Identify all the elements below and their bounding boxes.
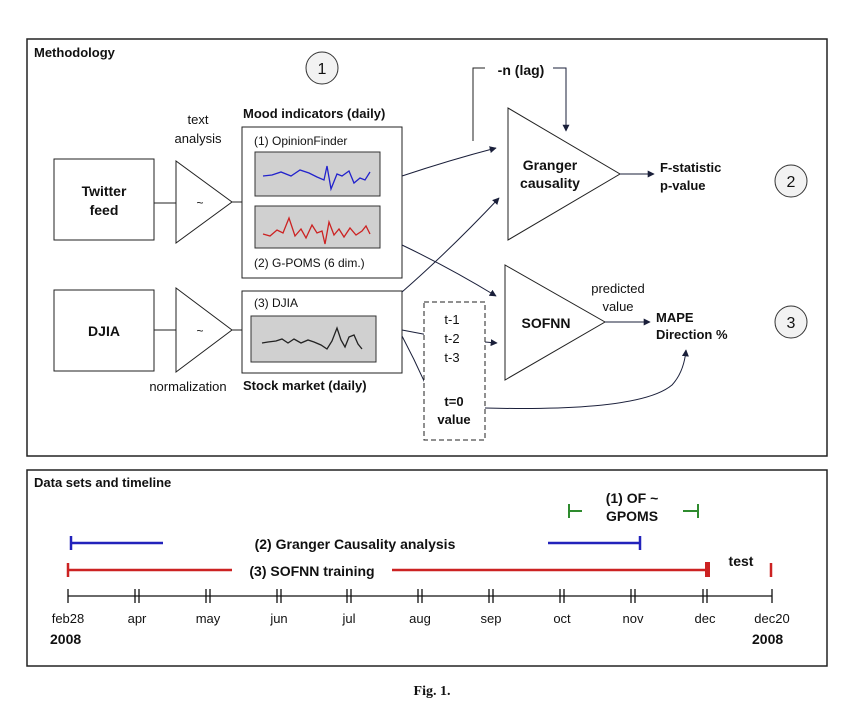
lag-t2: t-2 [444, 331, 459, 346]
year-start: 2008 [50, 631, 81, 647]
djia-plot [250, 315, 377, 363]
month-label-apr: apr [128, 611, 147, 626]
normalization-tilde: ~ [196, 324, 203, 338]
month-label-dec: dec [695, 611, 716, 626]
step-2-circle [774, 164, 808, 198]
step-2-label: 2 [787, 174, 796, 191]
timeline-ticks: feb28 apr may jun jul aug sep oct nov dec dec20 [52, 589, 790, 626]
t0-to-mape-arrow [484, 349, 689, 410]
granger-triangle [507, 107, 621, 241]
text-label: text [188, 112, 209, 127]
twitter-feed-box [53, 158, 155, 241]
analysis-label: analysis [175, 131, 222, 146]
step-3-circle [774, 305, 808, 339]
sofnn-timeline-label: (3) SOFNN training [249, 563, 374, 579]
gpoms-plot [254, 205, 381, 249]
djia-small-label: (3) DJIA [254, 296, 298, 310]
gpoms-line [262, 216, 371, 245]
granger-label: Granger [523, 157, 578, 173]
of-gpoms-label-2: GPOMS [606, 508, 658, 524]
sofnn-label: SOFNN [522, 315, 571, 331]
month-label-may: may [196, 611, 221, 626]
month-label-jun: jun [269, 611, 287, 626]
normalization-label: normalization [149, 379, 226, 394]
month-label-jul: jul [341, 611, 355, 626]
feed-label: feed [90, 202, 119, 218]
methodology-panel: Methodology 1 2 3 Twitter feed DJIA text… [26, 38, 828, 457]
t0-label: t=0 [444, 394, 463, 409]
month-label-sep: sep [481, 611, 502, 626]
predicted-label: predicted [591, 281, 644, 296]
test-label: test [729, 553, 754, 569]
lag-t3: t-3 [444, 350, 459, 365]
mape-label: MAPE [656, 310, 694, 325]
t0-value-label: value [437, 412, 470, 427]
pvalue-label: p-value [660, 178, 706, 193]
month-label-oct: oct [553, 611, 571, 626]
djia-box [53, 289, 155, 372]
normalization-triangle [175, 287, 233, 373]
djia-to-granger-arrow [401, 197, 500, 293]
sofnn-triangle [504, 264, 607, 381]
lag-label: -n (lag) [498, 62, 545, 78]
djia-label: DJIA [88, 323, 120, 339]
value-label: value [602, 299, 633, 314]
month-label-feb28: feb28 [52, 611, 85, 626]
month-label-dec20: dec20 [754, 611, 789, 626]
methodology-title: Methodology [34, 45, 116, 60]
text-analysis-triangle [175, 160, 233, 244]
step-1-label: 1 [318, 61, 327, 78]
timeline-panel: Data sets and timeline (1) OF ~ GPOMS (2… [26, 469, 828, 667]
mood-to-sofnn-arrow [401, 244, 497, 297]
month-label-nov: nov [623, 611, 644, 626]
sofnn-cap-right [705, 562, 710, 577]
timeline-frame [26, 469, 828, 667]
lag-t1: t-1 [444, 312, 459, 327]
opinionfinder-line [262, 165, 371, 192]
timeline-title: Data sets and timeline [34, 475, 171, 490]
granger-timeline-label: (2) Granger Causality analysis [255, 536, 456, 552]
gpoms-label: (2) G-POMS (6 dim.) [254, 256, 365, 270]
opinionfinder-label: (1) OpinionFinder [254, 134, 347, 148]
step-3-label: 3 [787, 315, 796, 332]
direction-label: Direction % [656, 327, 728, 342]
lags-dashed-box [423, 301, 486, 441]
year-end: 2008 [752, 631, 783, 647]
stock-market-title: Stock market (daily) [243, 378, 367, 393]
month-label-aug: aug [409, 611, 431, 626]
step-1-circle [305, 51, 339, 85]
lag-arrow [553, 67, 570, 132]
mood-to-granger-arrow [401, 146, 497, 177]
mood-indicators-title: Mood indicators (daily) [243, 106, 385, 121]
lag-left-line [472, 67, 485, 141]
twitter-label: Twitter [82, 183, 127, 199]
figure-caption: Fig. 1. [414, 684, 451, 699]
djia-line [261, 326, 363, 350]
causality-label: causality [520, 175, 580, 191]
fstat-label: F-statistic [660, 160, 721, 175]
text-analysis-tilde: ~ [196, 196, 203, 210]
of-gpoms-label-1: (1) OF ~ [606, 490, 659, 506]
